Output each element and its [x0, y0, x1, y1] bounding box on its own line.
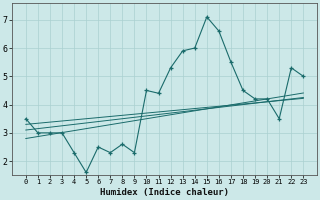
X-axis label: Humidex (Indice chaleur): Humidex (Indice chaleur) — [100, 188, 229, 197]
